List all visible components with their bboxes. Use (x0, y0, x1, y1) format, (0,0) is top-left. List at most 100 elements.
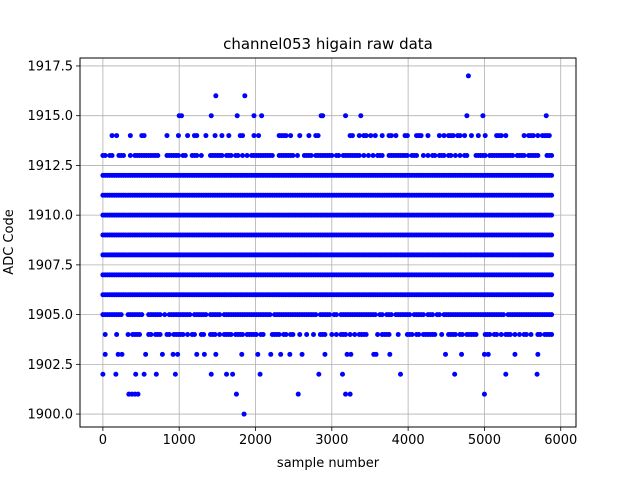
data-point (546, 133, 552, 139)
data-point (316, 371, 322, 377)
data-point (407, 312, 413, 318)
data-point (420, 152, 426, 158)
data-point (327, 312, 333, 318)
x-tick-label: 3000 (315, 433, 348, 448)
data-point (127, 133, 133, 139)
data-point (201, 332, 207, 337)
y-tick-label: 1915.0 (28, 109, 74, 124)
data-point (512, 332, 518, 337)
data-point (235, 152, 241, 158)
data-point (311, 332, 316, 337)
data-point (212, 133, 218, 139)
data-point (208, 371, 214, 377)
data-point (481, 351, 487, 357)
y-tick-label: 1917.5 (28, 59, 74, 74)
data-point (393, 133, 399, 139)
data-point (480, 113, 486, 119)
data-point (251, 133, 257, 139)
data-point (498, 133, 504, 139)
data-point (251, 113, 257, 119)
data-point (368, 133, 374, 139)
x-tick-label: 0 (99, 433, 107, 448)
data-point (114, 332, 120, 337)
data-point (397, 371, 403, 377)
data-point (347, 391, 353, 397)
x-tick-label: 4000 (392, 433, 425, 448)
data-point (148, 332, 154, 337)
data-point (255, 351, 261, 357)
data-point (512, 351, 518, 357)
data-point (441, 133, 447, 139)
data-point (283, 133, 289, 139)
data-point (349, 133, 355, 139)
data-point (372, 133, 378, 139)
data-point (135, 391, 141, 397)
data-point (212, 332, 218, 337)
data-point (121, 152, 126, 158)
data-point (259, 113, 265, 119)
data-point (322, 332, 328, 337)
data-point (102, 332, 108, 337)
data-point (329, 332, 335, 337)
data-point (127, 152, 133, 158)
data-point (182, 152, 188, 158)
data-point (340, 371, 345, 377)
data-point (521, 152, 527, 158)
data-point (537, 332, 543, 337)
data-point (240, 152, 246, 158)
data-point (501, 312, 507, 318)
data-point (418, 133, 424, 139)
y-tick-label: 1905.0 (28, 308, 74, 323)
data-point (164, 133, 170, 139)
data-point (370, 152, 376, 158)
data-point (336, 152, 342, 158)
data-point (143, 351, 149, 357)
data-point (432, 152, 438, 158)
data-point (464, 152, 470, 158)
y-tick-label: 1902.5 (28, 358, 74, 373)
data-point (267, 312, 273, 318)
data-point (521, 133, 527, 139)
data-point (549, 312, 555, 318)
data-point (166, 332, 172, 337)
data-point (219, 152, 225, 158)
data-point (118, 312, 124, 318)
data-point (485, 351, 491, 357)
data-point (373, 351, 379, 357)
data-point (113, 371, 119, 377)
data-point (114, 133, 120, 139)
data-point (297, 332, 303, 337)
data-point (320, 113, 326, 119)
data-point (115, 351, 121, 357)
data-point (201, 351, 207, 357)
data-point (348, 351, 354, 357)
data-point (175, 351, 181, 357)
data-point (269, 152, 275, 158)
data-point (217, 312, 223, 318)
data-point (468, 133, 474, 139)
x-tick-label: 6000 (544, 433, 577, 448)
data-point (191, 332, 197, 337)
data-point (356, 133, 362, 139)
data-point (217, 332, 223, 337)
x-tick-label: 1000 (163, 433, 196, 448)
data-point (549, 212, 555, 218)
data-point (361, 152, 367, 158)
data-point (395, 332, 401, 337)
data-point (226, 133, 232, 139)
data-point (482, 152, 488, 158)
data-point (549, 172, 555, 178)
data-point (439, 332, 445, 337)
data-point (102, 152, 108, 158)
data-point (213, 351, 219, 357)
y-tick-label: 1907.5 (28, 258, 74, 273)
data-point (203, 312, 209, 318)
data-point (452, 371, 458, 377)
data-point (549, 232, 555, 238)
data-point (304, 332, 310, 337)
data-point (535, 351, 541, 357)
data-point (257, 371, 263, 377)
data-point (475, 133, 481, 139)
data-point (268, 351, 274, 357)
